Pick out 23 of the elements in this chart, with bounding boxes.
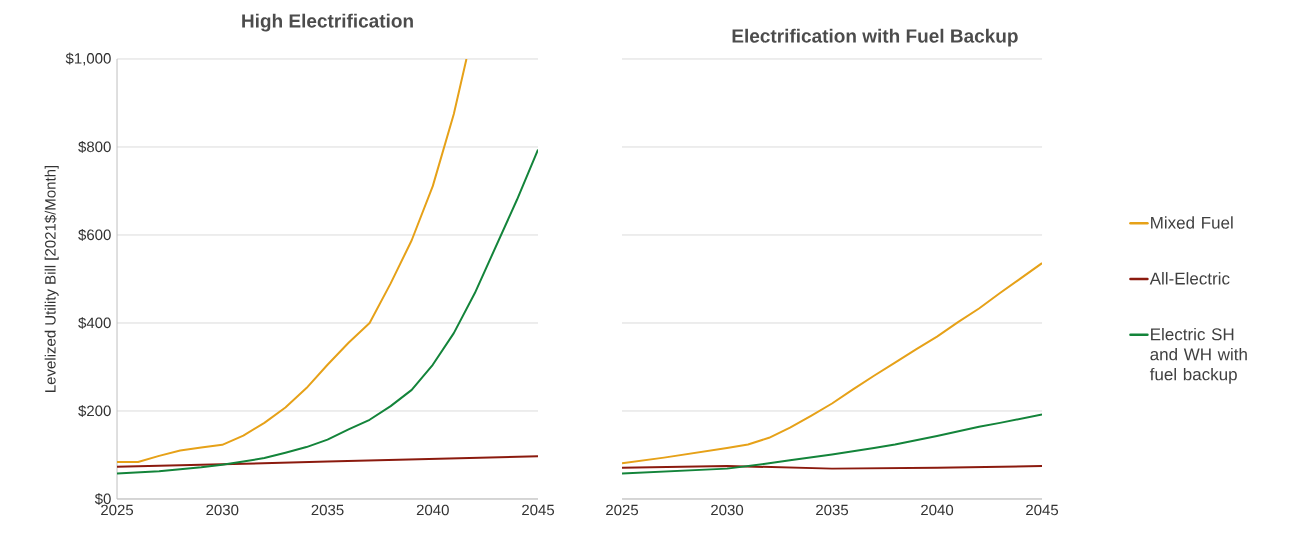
- legend-label: All-Electric: [1149, 272, 1230, 285]
- x-tick-label: 2035: [311, 504, 344, 516]
- x-tick-label: 2025: [101, 504, 134, 516]
- y-tick-label: $200: [78, 404, 111, 418]
- x-tick-label: 2045: [522, 504, 555, 516]
- line-series: [117, 58, 468, 464]
- x-tick-label: 2025: [606, 504, 639, 516]
- x-tick-label: 2040: [921, 504, 954, 516]
- x-tick-label: 2030: [206, 504, 239, 516]
- x-tick-label: 2035: [816, 504, 849, 516]
- y-axis-title: Levelized Utility Bill [2021$/Month]: [44, 165, 59, 392]
- y-tick-label: $1,000: [65, 52, 111, 66]
- x-tick-label: 2045: [1026, 504, 1059, 516]
- chart-title: High Electrification: [242, 13, 413, 32]
- y-tick-label: $0: [94, 492, 111, 506]
- y-tick-label: $400: [78, 316, 111, 330]
- y-tick-label: $800: [78, 140, 111, 154]
- legend-label: Mixed Fuel: [1151, 216, 1233, 229]
- legend-label: Electric SH and WH with fuel backup: [1149, 327, 1247, 384]
- chart-title: Electrification with Fuel Backup: [732, 28, 1018, 47]
- y-tick-label: $600: [78, 228, 111, 242]
- x-tick-label: 2030: [711, 504, 744, 516]
- x-tick-label: 2040: [416, 504, 449, 516]
